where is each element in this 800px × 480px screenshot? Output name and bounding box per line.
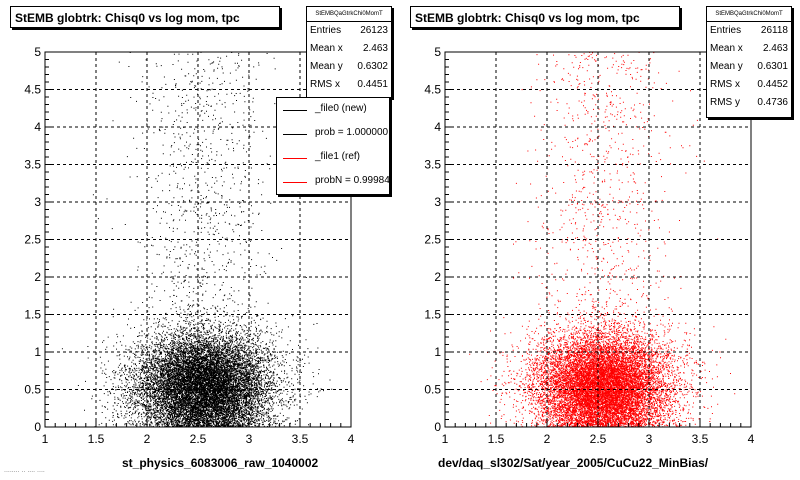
right-x-axis-label: dev/daq_sl302/Sat/year_2005/CuCu22_MinBi… — [438, 456, 709, 470]
y-tick-label: 4 — [434, 120, 441, 134]
x-tick-label: 2 — [144, 432, 151, 446]
x-tick-label: 1.5 — [88, 432, 105, 446]
x-tick-label: 3 — [646, 432, 653, 446]
y-tick-label: 1 — [34, 345, 41, 359]
y-tick-label: 4 — [34, 120, 41, 134]
legend-line-black — [283, 110, 307, 111]
left-stats-header: StEMBQaGtrkChi0MomT — [307, 7, 391, 22]
legend-entry-file1: _file1 (ref) — [277, 148, 389, 168]
scatter-points — [61, 51, 333, 428]
y-tick-label: 5 — [434, 45, 441, 59]
legend-line-black — [283, 134, 307, 135]
left-plot-title: StEMB globtrk: Chisq0 vs log mom, tpc — [10, 6, 280, 28]
y-tick-label: 3.5 — [24, 158, 41, 172]
left-scatter-plot: 1 1.5 2 2.5 3 3.5 4 0 0.5 1 1.5 2 2.5 3 3.5 4 4.5 5 — [24, 45, 355, 446]
y-tick-label: 1 — [434, 345, 441, 359]
y-tick-label: 5 — [34, 45, 41, 59]
x-tick-label: 3 — [246, 432, 253, 446]
x-tick-label: 4 — [748, 432, 755, 446]
y-tick-label: 2 — [434, 270, 441, 284]
legend-entry-file0: _file0 (new) — [277, 100, 389, 120]
y-tick-label: 0.5 — [24, 383, 41, 397]
comparison-legend: _file0 (new) prob = 1.000000 _file1 (ref… — [276, 97, 390, 195]
right-stats-entries: Entries 26118 — [710, 25, 788, 36]
left-stats-rms-x: RMS x 0.4451 — [310, 79, 388, 90]
x-tick-label: 1 — [42, 432, 49, 446]
x-tick-label: 1.5 — [488, 432, 505, 446]
legend-line-red — [283, 182, 307, 183]
right-stats-header: StEMBQaGtrkChi0MomT — [707, 7, 791, 22]
y-tick-label: 3.5 — [424, 158, 441, 172]
y-tick-label: 2.5 — [24, 233, 41, 247]
y-tick-label: 4.5 — [24, 83, 41, 97]
y-tick-label: 0.5 — [424, 383, 441, 397]
right-stats-rms-x: RMS x 0.4452 — [710, 79, 788, 90]
y-tick-label: 0 — [434, 420, 441, 434]
x-tick-label: 2.5 — [590, 432, 607, 446]
left-histogram-pane: 1 1.5 2 2.5 3 3.5 4 0 0.5 1 1.5 2 2.5 3 3.5 4 4.5 5 StEMB… — [4, 6, 392, 474]
scatter-points — [469, 51, 736, 428]
right-stats-mean-x: Mean x 2.463 — [710, 43, 788, 54]
footnote-text: ........ .. .... .... — [4, 467, 45, 474]
y-tick-label: 2 — [34, 270, 41, 284]
x-tick-label: 2 — [544, 432, 551, 446]
y-tick-label: 3 — [434, 195, 441, 209]
right-plot-title: StEMB globtrk: Chisq0 vs log mom, tpc — [410, 6, 680, 28]
y-tick-label: 2.5 — [424, 233, 441, 247]
x-tick-label: 2.5 — [190, 432, 207, 446]
left-stats-mean-y: Mean y 0.6302 — [310, 61, 388, 72]
y-tick-label: 1.5 — [24, 308, 41, 322]
y-tick-label: 0 — [34, 420, 41, 434]
y-tick-label: 4.5 — [424, 83, 441, 97]
legend-entry-probn: probN = 0.999840 — [277, 172, 389, 192]
left-stats-mean-x: Mean x 2.463 — [310, 43, 388, 54]
right-histogram-pane: 1 1.5 2 2.5 3 3.5 4 0 0.5 1 1.5 2 2.5 3 3.5 4 4.5 5 StEMB… — [400, 0, 800, 480]
right-scatter-plot: 1 1.5 2 2.5 3 3.5 4 0 0.5 1 1.5 2 2.5 3 3.5 4 4.5 5 — [424, 45, 755, 446]
right-stats-rms-y: RMS y 0.4736 — [710, 97, 788, 108]
left-x-axis-label: st_physics_6083006_raw_1040002 — [122, 456, 319, 470]
legend-entry-prob: prob = 1.000000 — [277, 124, 389, 144]
right-stats-mean-y: Mean y 0.6301 — [710, 61, 788, 72]
legend-line-red — [283, 158, 307, 159]
y-tick-label: 1.5 — [424, 308, 441, 322]
x-tick-label: 1 — [442, 432, 449, 446]
x-tick-label: 4 — [348, 432, 355, 446]
x-tick-label: 3.5 — [692, 432, 709, 446]
left-stats-entries: Entries 26123 — [310, 25, 388, 36]
x-tick-label: 3.5 — [292, 432, 309, 446]
y-tick-label: 3 — [34, 195, 41, 209]
